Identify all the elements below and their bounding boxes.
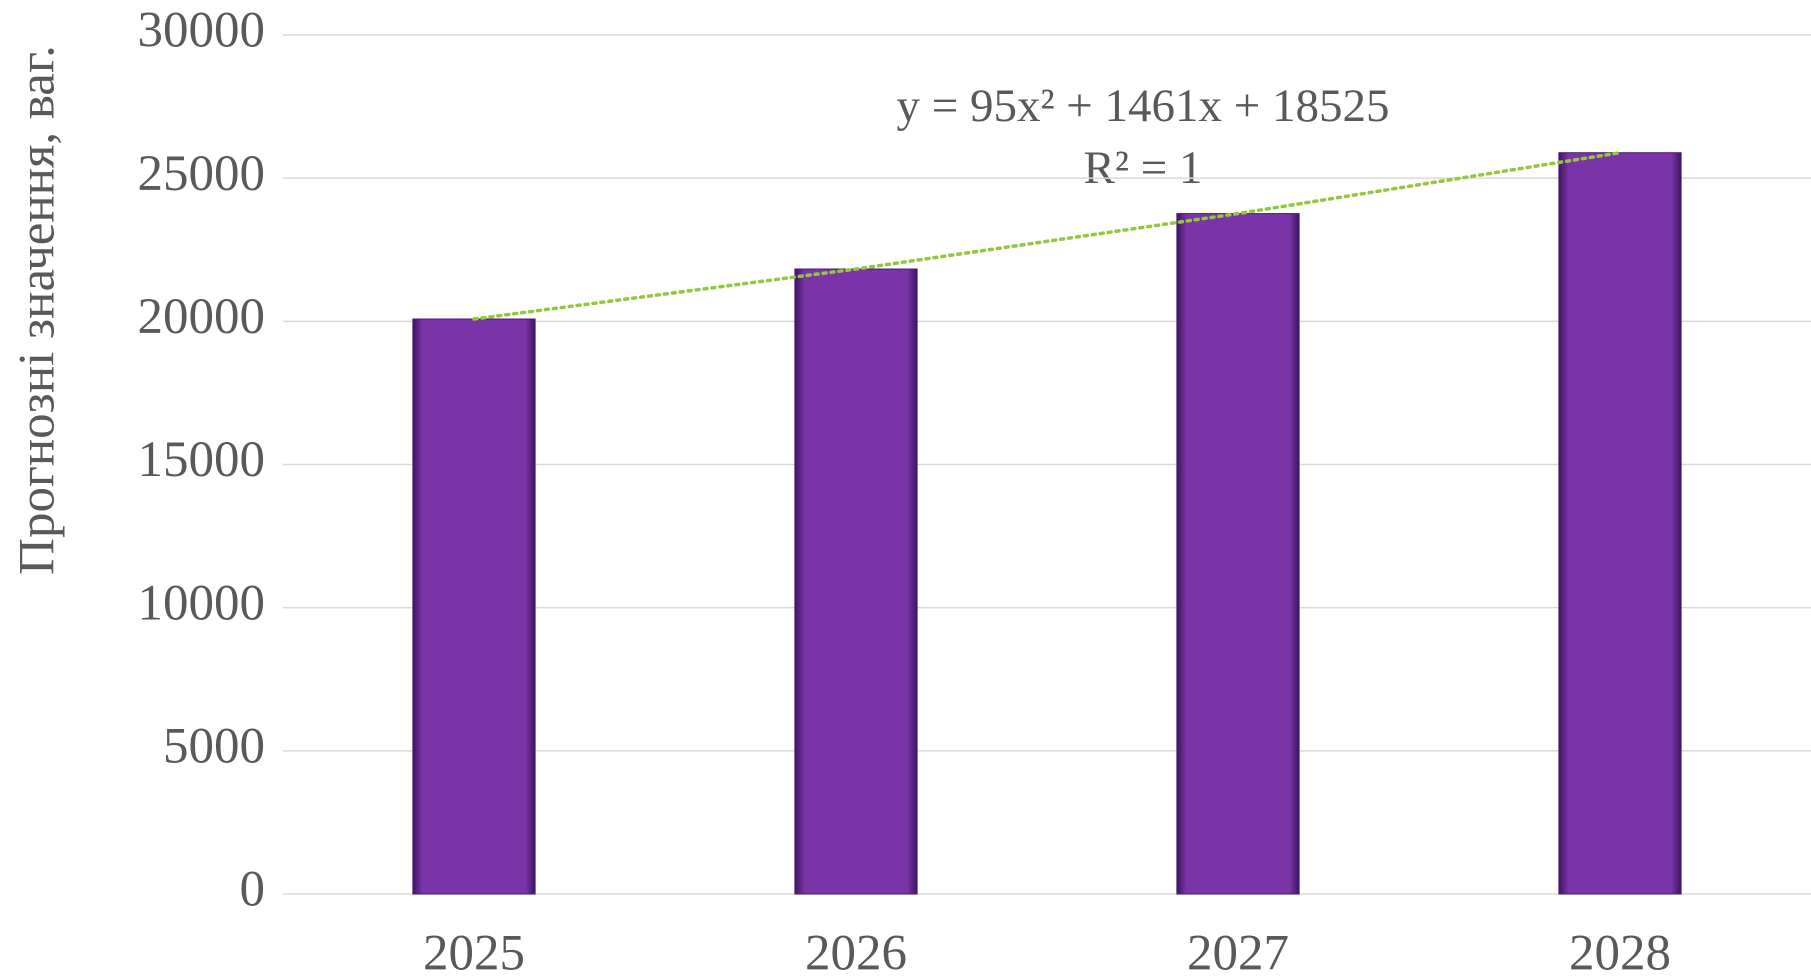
- bar: [1558, 152, 1682, 895]
- y-tick-label: 0: [240, 862, 266, 918]
- bar: [1176, 213, 1300, 895]
- y-tick-label: 10000: [138, 575, 266, 631]
- y-tick-label: 15000: [138, 432, 266, 488]
- x-tick-label: 2025: [423, 926, 525, 980]
- y-tick-label: 30000: [138, 3, 266, 59]
- x-tick-label: 2027: [1187, 926, 1289, 980]
- y-axis-label: Прогнозні значення, ваг.: [10, 45, 66, 575]
- trendline: [472, 150, 1622, 321]
- trendline-equation: y = 95x² + 1461x + 18525: [896, 80, 1389, 132]
- x-tick-label: 2026: [805, 926, 907, 980]
- r-squared: R² = 1: [1084, 142, 1203, 194]
- bar: [412, 318, 536, 895]
- bar: [794, 268, 918, 895]
- y-tick-label: 25000: [138, 146, 266, 202]
- x-tick-label: 2028: [1569, 926, 1671, 980]
- y-tick-label: 20000: [138, 289, 266, 345]
- y-tick-label: 5000: [163, 719, 265, 775]
